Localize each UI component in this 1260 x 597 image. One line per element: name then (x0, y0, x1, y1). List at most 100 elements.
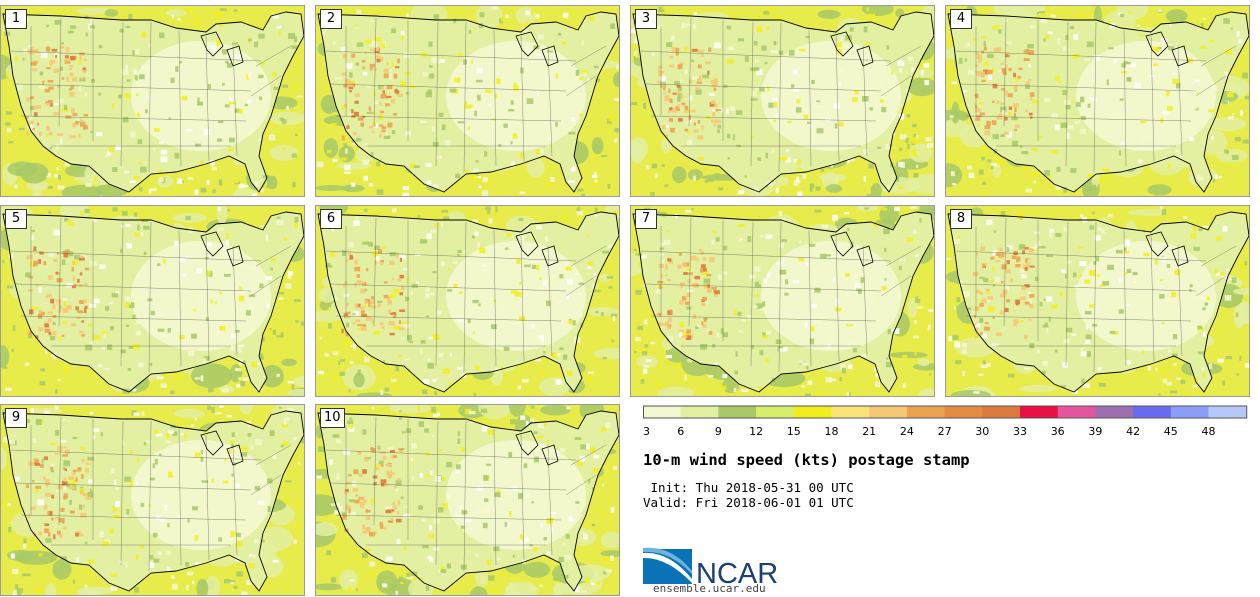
high-wind-speckle (359, 497, 363, 500)
legend-tick-label: 21 (862, 425, 876, 438)
wind-speckle (741, 389, 749, 393)
high-wind-speckle (671, 46, 676, 52)
wind-speckle (459, 291, 463, 294)
wind-speckle (677, 97, 681, 102)
wind-speckle (239, 359, 243, 366)
wind-speckle (460, 446, 465, 452)
wind-speckle (251, 193, 257, 196)
high-wind-speckle (48, 332, 52, 336)
wind-speckle (695, 89, 702, 95)
wind-speckle (659, 247, 665, 250)
high-wind-speckle (1005, 64, 1008, 68)
wind-speckle (946, 257, 951, 261)
wind-speckle (330, 123, 337, 127)
wind-speckle (594, 212, 598, 219)
wind-speckle (203, 356, 210, 361)
wind-speckle (436, 155, 443, 159)
wind-speckle (796, 168, 803, 172)
wind-speckle (546, 517, 554, 524)
high-wind-speckle (979, 292, 984, 295)
wind-speckle (1129, 62, 1136, 68)
high-wind-speckle (35, 283, 40, 287)
panel-number-5: 5 (5, 209, 27, 229)
high-wind-speckle (386, 470, 393, 476)
high-wind-speckle (64, 249, 70, 253)
wind-speckle (992, 68, 995, 73)
great-lakes (541, 245, 559, 267)
wind-speckle (1113, 59, 1118, 64)
wind-speckle (700, 344, 708, 350)
wind-speckle (539, 148, 545, 155)
wind-speckle (1019, 268, 1027, 273)
wind-speckle (949, 158, 954, 162)
wind-speckle (281, 84, 288, 88)
wind-speckle (720, 328, 724, 334)
wind-speckle (64, 162, 71, 167)
wind-speckle (245, 309, 251, 316)
wind-speckle (579, 76, 583, 81)
wind-speckle (388, 314, 392, 317)
state-border (435, 420, 439, 566)
wind-speckle (601, 427, 607, 432)
wind-speckle (1055, 233, 1062, 237)
wind-speckle (406, 428, 412, 433)
high-wind-speckle (390, 518, 394, 522)
high-wind-speckle (79, 272, 83, 276)
wind-speckle (340, 359, 345, 362)
wind-speckle (738, 223, 745, 228)
high-wind-speckle (1029, 303, 1034, 309)
wind-speckle (45, 538, 52, 543)
wind-speckle (194, 143, 202, 147)
wind-speckle (980, 333, 987, 339)
state-border (178, 229, 182, 367)
high-wind-speckle (667, 278, 672, 282)
state-border (1200, 45, 1237, 67)
wind-speckle (406, 277, 410, 281)
wind-speckle (428, 336, 434, 340)
legend-swatch (1057, 406, 1096, 418)
state-border (1123, 229, 1127, 367)
state-border (778, 21, 782, 173)
wind-speckle (294, 133, 298, 136)
wind-speckle (194, 189, 199, 195)
wind-speckle (8, 527, 12, 533)
wind-speckle (434, 223, 440, 227)
high-wind-speckle (1024, 247, 1029, 250)
high-wind-speckle (390, 472, 396, 475)
wind-speckle (58, 98, 64, 103)
wind-speckle (531, 10, 534, 16)
state-border (645, 283, 882, 292)
wind-speckle (535, 149, 542, 155)
wind-speckle (1156, 46, 1162, 50)
wind-speckle (1232, 113, 1235, 116)
high-wind-speckle (49, 511, 53, 516)
map-panel-10: 10 (315, 404, 620, 596)
wind-speckle (219, 325, 226, 331)
wind-speckle (391, 28, 396, 34)
wind-speckle (109, 528, 114, 534)
wind-speckle (26, 327, 32, 333)
wind-speckle (178, 77, 185, 80)
high-wind-speckle (345, 489, 350, 492)
wind-speckle (294, 222, 298, 228)
wind-speckle (185, 129, 193, 132)
state-border (650, 115, 877, 122)
high-wind-speckle (399, 274, 405, 279)
high-wind-speckle (54, 516, 60, 520)
high-wind-speckle (360, 310, 365, 315)
wind-speckle (952, 183, 957, 186)
wind-speckle (691, 207, 694, 211)
wind-speckle (1032, 100, 1039, 104)
wind-speckle (392, 384, 398, 389)
wind-speckle (911, 137, 918, 144)
wind-speckle (559, 274, 564, 279)
state-border (1177, 45, 1183, 157)
wind-speckle (112, 207, 118, 212)
wind-speckle (868, 13, 876, 20)
wind-speckle (4, 31, 11, 36)
wind-speckle (128, 346, 134, 349)
wind-speckle (223, 579, 231, 584)
wind-speckle (373, 91, 377, 97)
wind-speckle (369, 19, 374, 22)
wind-speckle (436, 310, 442, 315)
